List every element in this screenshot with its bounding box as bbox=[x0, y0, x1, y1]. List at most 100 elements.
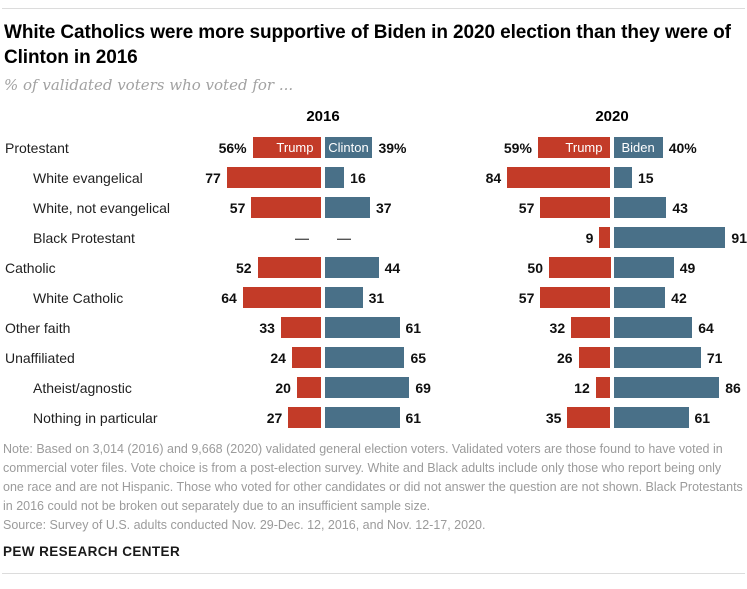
dem-value-2020: 43 bbox=[672, 200, 688, 216]
panel-header-2020: 2020 bbox=[595, 108, 629, 125]
trump-legend-label-2016: Trump bbox=[276, 140, 314, 155]
page-title: White Catholics were more supportive of … bbox=[4, 22, 731, 68]
trump-bar-2020 bbox=[567, 407, 611, 428]
trump-value-2020: 59% bbox=[503, 140, 532, 156]
trump-bar-2020 bbox=[507, 167, 611, 188]
dem-value-2020: 61 bbox=[694, 410, 711, 426]
chart: 2016 2020 Protestant 56% Trump Clinton 39% 59… bbox=[0, 105, 747, 437]
trump-value-2016: 24 bbox=[270, 350, 286, 366]
dem-value-2020: 71 bbox=[706, 350, 723, 366]
dem-value-2016: 69 bbox=[415, 380, 431, 396]
trump-bar-2020 bbox=[578, 347, 611, 368]
row-label: Atheist/agnostic bbox=[33, 380, 132, 396]
row-label: White, not evangelical bbox=[33, 200, 170, 216]
trump-bar-2016 bbox=[288, 407, 322, 428]
no-data-dash-2016: — bbox=[337, 230, 351, 246]
trump-bar-2020 bbox=[571, 317, 611, 338]
trump-bar-2016 bbox=[280, 317, 322, 338]
trump-bar-2016 bbox=[226, 167, 322, 188]
dem-bar-2016 bbox=[324, 377, 410, 398]
dem-value-2020: 42 bbox=[671, 290, 687, 306]
chart-row-black-protestant: Black Protestant — — 9 91 bbox=[0, 223, 747, 253]
trump-bar-2016 bbox=[242, 287, 322, 308]
chart-row-unaffiliated: Unaffiliated 24 65 26 71 bbox=[0, 343, 747, 373]
dem-bar-2020 bbox=[613, 227, 726, 248]
trump-bar-2016 bbox=[291, 347, 322, 368]
row-label: Catholic bbox=[5, 260, 56, 276]
trump-legend-label-2020: Trump bbox=[565, 140, 603, 155]
trump-value-2016: 20 bbox=[275, 380, 291, 396]
top-divider bbox=[2, 8, 745, 9]
dem-value-2020: 49 bbox=[679, 260, 696, 276]
trump-value-2020: 32 bbox=[549, 320, 566, 336]
dem-bar-2020 bbox=[613, 317, 693, 338]
dem-value-2016: 37 bbox=[376, 200, 392, 216]
chart-row-white-evangelical: White evangelical 77 16 84 15 bbox=[0, 163, 747, 193]
dem-value-2016: 39% bbox=[378, 140, 407, 156]
trump-value-2020: 84 bbox=[485, 170, 502, 186]
trump-value-2020: 26 bbox=[556, 350, 573, 366]
dem-bar-2016: Clinton bbox=[324, 137, 373, 158]
dem-legend-label-2016: Clinton bbox=[328, 140, 369, 155]
panel-header-2016: 2016 bbox=[306, 108, 340, 125]
dem-bar-2020 bbox=[613, 287, 666, 308]
chart-row-nothing-in-particular: Nothing in particular 27 61 35 61 bbox=[0, 403, 747, 433]
trump-bar-2016 bbox=[251, 197, 322, 218]
trump-value-2020: 9 bbox=[585, 230, 594, 246]
trump-value-2020: 12 bbox=[574, 380, 590, 396]
dem-bar-2016 bbox=[324, 197, 370, 218]
pew-research-center-wordmark: PEW RESEARCH CENTER bbox=[3, 544, 181, 559]
chart-row-protestant: Protestant 56% Trump Clinton 39% 59% Trump Bide… bbox=[0, 133, 747, 163]
chart-row-white-catholic: White Catholic 64 31 57 42 bbox=[0, 283, 747, 313]
trump-bar-2020 bbox=[540, 197, 611, 218]
trump-bar-2020 bbox=[595, 377, 611, 398]
dem-value-2016: 61 bbox=[405, 410, 422, 426]
trump-bar-2016 bbox=[296, 377, 322, 398]
dem-bar-2020 bbox=[613, 197, 667, 218]
dem-bar-2016 bbox=[324, 287, 363, 308]
trump-value-2016: 27 bbox=[266, 410, 283, 426]
trump-value-2016: 56% bbox=[218, 140, 247, 156]
trump-value-2016: 33 bbox=[259, 320, 275, 336]
row-label: Other faith bbox=[5, 320, 71, 336]
row-label: Protestant bbox=[5, 140, 69, 156]
trump-bar-2020: Trump bbox=[537, 137, 611, 158]
dem-bar-2020 bbox=[613, 347, 701, 368]
dem-bar-2016 bbox=[324, 347, 405, 368]
dem-bar-2016 bbox=[324, 257, 379, 278]
chart-row-catholic: Catholic 52 44 50 49 bbox=[0, 253, 747, 283]
dem-bar-2020 bbox=[613, 377, 720, 398]
dem-bar-2020 bbox=[613, 407, 689, 428]
chart-subtitle: % of validated voters who voted for ... bbox=[4, 76, 294, 94]
trump-value-2020: 35 bbox=[545, 410, 562, 426]
row-label: White Catholic bbox=[33, 290, 124, 306]
trump-bar-2020 bbox=[540, 287, 611, 308]
dem-value-2020: 64 bbox=[698, 320, 714, 336]
dem-value-2016: 31 bbox=[368, 290, 385, 306]
chart-source: Source: Survey of U.S. adults conducted … bbox=[3, 518, 486, 532]
row-label: White evangelical bbox=[33, 170, 143, 186]
trump-bar-2020 bbox=[599, 227, 611, 248]
bottom-divider bbox=[2, 573, 745, 574]
dem-bar-2020: Biden bbox=[613, 137, 663, 158]
trump-bar-2020 bbox=[549, 257, 611, 278]
dem-bar-2016 bbox=[324, 407, 400, 428]
trump-bar-2016 bbox=[257, 257, 322, 278]
dem-value-2020: 15 bbox=[637, 170, 654, 186]
trump-value-2016: 52 bbox=[235, 260, 252, 276]
chart-row-white-not-evangelical: White, not evangelical 57 37 57 43 bbox=[0, 193, 747, 223]
no-data-dash-2016: — bbox=[295, 230, 309, 246]
dem-value-2016: 44 bbox=[384, 260, 401, 276]
dem-legend-label-2020: Biden bbox=[621, 140, 655, 155]
row-label: Nothing in particular bbox=[33, 410, 158, 426]
dem-value-2020: 86 bbox=[725, 380, 741, 396]
dem-value-2016: 61 bbox=[405, 320, 422, 336]
row-label: Black Protestant bbox=[33, 230, 135, 246]
trump-value-2016: 77 bbox=[205, 170, 221, 186]
chart-row-atheist-agnostic: Atheist/agnostic 20 69 12 86 bbox=[0, 373, 747, 403]
dem-bar-2016 bbox=[324, 167, 345, 188]
dem-bar-2020 bbox=[613, 257, 674, 278]
trump-value-2020: 57 bbox=[518, 290, 535, 306]
trump-value-2016: 57 bbox=[229, 200, 246, 216]
chart-row-other-faith: Other faith 33 61 32 64 bbox=[0, 313, 747, 343]
